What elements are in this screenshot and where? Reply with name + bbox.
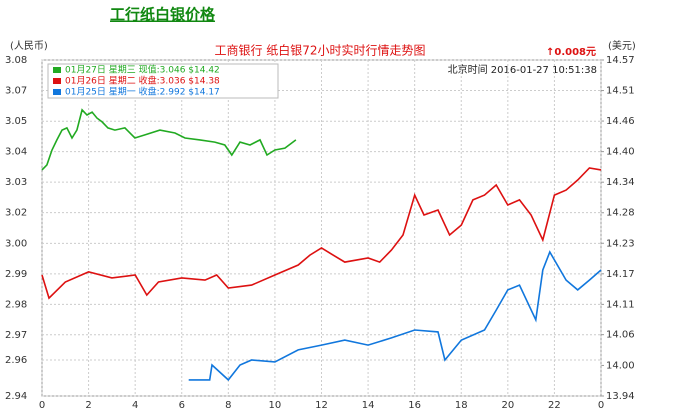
x-tick-label: 6 bbox=[179, 400, 185, 411]
legend-label: 01月25日 星期一 收盘:2.992 $14.17 bbox=[65, 86, 220, 98]
y2-tick-label: 13.94 bbox=[606, 391, 635, 402]
y2-tick-label: 14.57 bbox=[606, 55, 635, 66]
y-tick-label: 3.00 bbox=[5, 238, 27, 249]
legend-swatch bbox=[53, 67, 61, 73]
y2-tick-label: 14.23 bbox=[606, 238, 635, 249]
x-tick-label: 0 bbox=[598, 400, 604, 411]
legend-label: 01月26日 星期二 收盘:3.036 $14.38 bbox=[65, 75, 220, 87]
price-line bbox=[41, 167, 602, 300]
y-tick-label: 2.96 bbox=[5, 355, 27, 366]
annotation: ↑0.008元 bbox=[546, 46, 596, 58]
y-tick-label: 3.02 bbox=[5, 208, 27, 219]
price-line bbox=[188, 250, 602, 382]
chart-title: 工商银行 纸白银72小时实时行情走势图 bbox=[214, 43, 425, 58]
y2-tick-label: 14.34 bbox=[606, 177, 635, 188]
x-tick-label: 0 bbox=[39, 400, 45, 411]
y2-tick-label: 14.17 bbox=[606, 269, 635, 280]
y2-tick-label: 14.46 bbox=[606, 116, 635, 127]
x-tick-label: 8 bbox=[225, 400, 231, 411]
legend-swatch bbox=[53, 89, 61, 95]
y-tick-label: 3.05 bbox=[5, 116, 27, 127]
x-tick-label: 4 bbox=[132, 400, 138, 411]
y2-axis-label: (美元) bbox=[608, 39, 636, 52]
x-tick-label: 22 bbox=[548, 400, 561, 411]
y-axis-label: (人民币) bbox=[10, 40, 48, 52]
y-tick-label: 3.03 bbox=[5, 177, 27, 188]
y-tick-label: 2.99 bbox=[5, 269, 27, 280]
legend-swatch bbox=[53, 78, 61, 84]
y-tick-label: 2.97 bbox=[5, 330, 27, 341]
x-tick-label: 12 bbox=[315, 400, 328, 411]
timestamp: 北京时间 2016-01-27 10:51:38 bbox=[448, 63, 597, 76]
y-tick-label: 3.07 bbox=[5, 85, 27, 96]
x-tick-label: 2 bbox=[85, 400, 91, 411]
x-tick-label: 16 bbox=[408, 400, 421, 411]
legend-label: 01月27日 星期三 现值:3.046 $14.42 bbox=[65, 64, 220, 76]
price-line bbox=[41, 108, 297, 171]
y2-tick-label: 14.51 bbox=[606, 86, 635, 97]
page-title: 工行纸白银价格 bbox=[110, 6, 216, 24]
x-tick-label: 20 bbox=[501, 400, 514, 411]
y-tick-label: 3.04 bbox=[5, 147, 27, 158]
x-tick-label: 14 bbox=[362, 400, 375, 411]
x-tick-label: 10 bbox=[269, 400, 282, 411]
y-tick-label: 3.08 bbox=[5, 55, 27, 66]
y2-tick-label: 14.00 bbox=[606, 360, 635, 371]
y-tick-label: 2.98 bbox=[5, 299, 27, 310]
y-tick-label: 2.94 bbox=[5, 391, 27, 402]
y2-tick-label: 14.28 bbox=[606, 208, 635, 219]
x-tick-label: 18 bbox=[455, 400, 468, 411]
y2-tick-label: 14.06 bbox=[606, 330, 635, 341]
y2-tick-label: 14.40 bbox=[606, 147, 635, 158]
y2-tick-label: 14.11 bbox=[606, 299, 635, 310]
legend-box bbox=[47, 63, 279, 99]
